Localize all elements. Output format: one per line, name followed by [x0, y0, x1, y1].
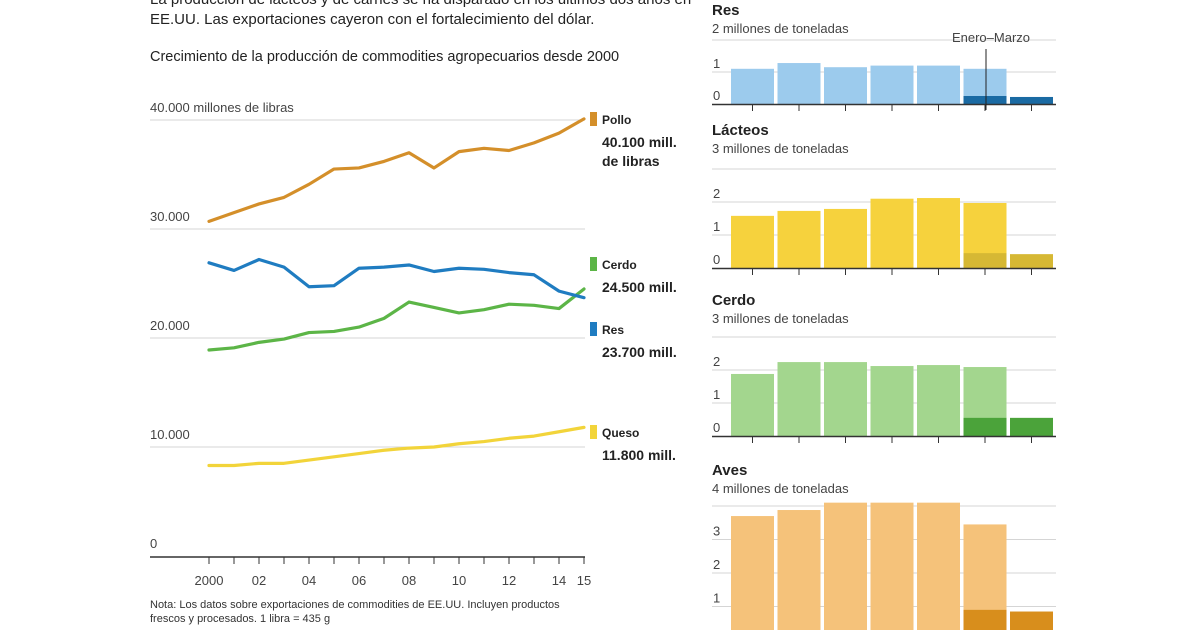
end-value-label: 23.700 mill.: [602, 344, 677, 360]
bar-lácteos: [917, 198, 960, 268]
annotation-label: Enero–Marzo: [952, 30, 1030, 45]
series-line-res: [207, 257, 586, 300]
bar-cerdo: [870, 366, 914, 436]
legend-swatch-cerdo: [590, 257, 597, 271]
y-tick-label: 0: [713, 420, 720, 435]
x-tick-label: 15: [577, 573, 591, 588]
y-tick-label: 30.000: [150, 209, 190, 224]
end-value-label: 24.500 mill.: [602, 279, 677, 295]
x-tick-label: 06: [352, 573, 366, 588]
y-tick-label: 20.000: [150, 318, 190, 333]
x-tick-label: 12: [502, 573, 516, 588]
legend-swatch-pollo: [590, 112, 597, 126]
y-tick-label: 1: [713, 387, 720, 402]
line-chart-title: Crecimiento de la producción de commodit…: [150, 49, 620, 65]
y-tick-label: 1: [713, 56, 720, 71]
x-tick-label: 2000: [195, 573, 224, 588]
legend-swatch-res: [590, 322, 597, 336]
panel-title-cerdo: Cerdo: [712, 292, 755, 309]
bar-jan-mar-cerdo: [963, 417, 1007, 436]
bar-jan-mar-cerdo: [1010, 417, 1053, 436]
bar-jan-mar-aves: [1010, 611, 1053, 630]
x-tick-label: 04: [302, 573, 316, 588]
legend-swatch-queso: [590, 425, 597, 439]
x-tick-label: 10: [452, 573, 466, 588]
bar-res: [824, 67, 867, 104]
bar-res: [917, 65, 960, 104]
bar-cerdo: [777, 362, 821, 436]
bar-aves: [777, 510, 821, 630]
panel-unit-cerdo: 3 millones de toneladas: [712, 311, 849, 326]
bar-lácteos: [870, 198, 914, 268]
legend-label-queso: Queso: [602, 426, 639, 440]
end-value-label: 11.800 mill.: [602, 447, 676, 463]
bar-jan-mar-lácteos: [963, 253, 1007, 268]
panel-unit-res: 2 millones de toneladas: [712, 21, 849, 36]
panel-unit-aves: 4 millones de toneladas: [712, 481, 849, 496]
bar-aves: [870, 502, 914, 630]
end-value-label: de libras: [602, 153, 660, 169]
bar-res: [731, 68, 774, 104]
bar-res: [870, 65, 914, 104]
y-tick-label: 0: [713, 252, 720, 267]
intro-text: La producción de lácteos y de carnes se …: [150, 0, 691, 28]
y-tick-label: 0: [713, 88, 720, 103]
bar-jan-mar-lácteos: [1010, 254, 1053, 268]
bar-lácteos: [731, 215, 774, 268]
bar-cerdo: [917, 365, 960, 436]
y-tick-label: 2: [713, 557, 720, 572]
x-tick-label: 02: [252, 573, 266, 588]
panel-unit-lácteos: 3 millones de toneladas: [712, 141, 849, 156]
bar-res: [777, 63, 821, 104]
y-tick-label: 3: [713, 524, 720, 539]
bar-jan-mar-res: [1010, 96, 1053, 104]
bar-cerdo: [731, 373, 774, 436]
y-tick-label: 1: [713, 219, 720, 234]
bar-aves: [917, 502, 960, 630]
bar-jan-mar-res: [963, 96, 1007, 104]
panel-title-res: Res: [712, 2, 740, 19]
y-tick-label: 0: [150, 536, 157, 551]
panel-title-aves: Aves: [712, 462, 747, 479]
legend-label-pollo: Pollo: [602, 113, 631, 127]
legend-label-res: Res: [602, 323, 624, 337]
bar-aves: [731, 516, 774, 630]
y-tick-label: 2: [713, 186, 720, 201]
bar-jan-mar-aves: [963, 609, 1007, 630]
series-line-cerdo: [207, 287, 586, 352]
series-line-pollo: [207, 117, 586, 223]
y-tick-label: 1: [713, 591, 720, 606]
x-tick-label: 08: [402, 573, 416, 588]
bar-lácteos: [777, 210, 821, 268]
series-line-queso: [207, 425, 586, 468]
y-tick-label: 2: [713, 354, 720, 369]
y-tick-label: 10.000: [150, 427, 190, 442]
bar-lácteos: [824, 208, 867, 268]
bar-aves: [824, 502, 867, 630]
footnote: Nota: Los datos sobre exportaciones de c…: [150, 599, 560, 625]
legend-label-cerdo: Cerdo: [602, 258, 637, 272]
y-tick-label: 40.000 millones de libras: [150, 100, 294, 115]
bar-cerdo: [824, 362, 867, 436]
end-value-label: 40.100 mill.: [602, 134, 677, 150]
x-tick-label: 14: [552, 573, 566, 588]
panel-title-lácteos: Lácteos: [712, 122, 769, 139]
